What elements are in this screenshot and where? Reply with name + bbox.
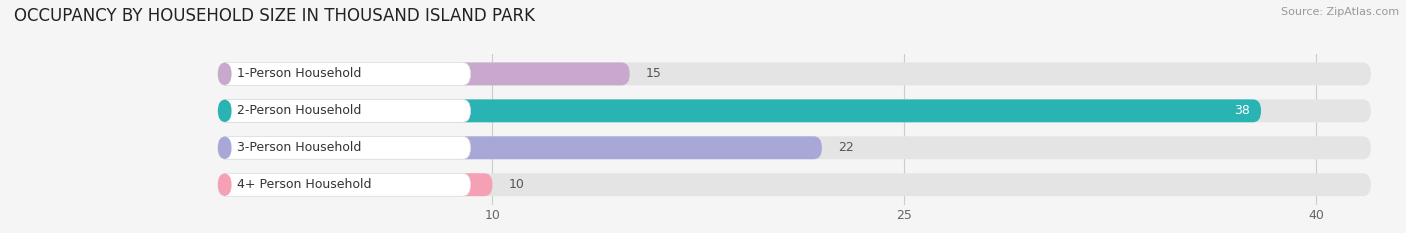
FancyBboxPatch shape: [218, 173, 492, 196]
FancyBboxPatch shape: [218, 99, 232, 122]
FancyBboxPatch shape: [218, 99, 1371, 122]
Text: 1-Person Household: 1-Person Household: [238, 67, 361, 80]
Text: 15: 15: [647, 67, 662, 80]
Text: 38: 38: [1234, 104, 1250, 117]
FancyBboxPatch shape: [218, 62, 630, 85]
Text: Source: ZipAtlas.com: Source: ZipAtlas.com: [1281, 7, 1399, 17]
FancyBboxPatch shape: [218, 173, 471, 196]
FancyBboxPatch shape: [218, 173, 1371, 196]
FancyBboxPatch shape: [218, 136, 471, 159]
FancyBboxPatch shape: [218, 99, 471, 122]
FancyBboxPatch shape: [218, 62, 232, 85]
FancyBboxPatch shape: [218, 136, 232, 159]
Text: 3-Person Household: 3-Person Household: [238, 141, 361, 154]
Text: 22: 22: [838, 141, 853, 154]
Text: 10: 10: [509, 178, 524, 191]
Text: OCCUPANCY BY HOUSEHOLD SIZE IN THOUSAND ISLAND PARK: OCCUPANCY BY HOUSEHOLD SIZE IN THOUSAND …: [14, 7, 536, 25]
Text: 2-Person Household: 2-Person Household: [238, 104, 361, 117]
FancyBboxPatch shape: [218, 62, 1371, 85]
FancyBboxPatch shape: [218, 99, 1261, 122]
FancyBboxPatch shape: [218, 173, 232, 196]
FancyBboxPatch shape: [218, 62, 471, 85]
FancyBboxPatch shape: [218, 136, 1371, 159]
FancyBboxPatch shape: [218, 136, 823, 159]
Text: 4+ Person Household: 4+ Person Household: [238, 178, 371, 191]
